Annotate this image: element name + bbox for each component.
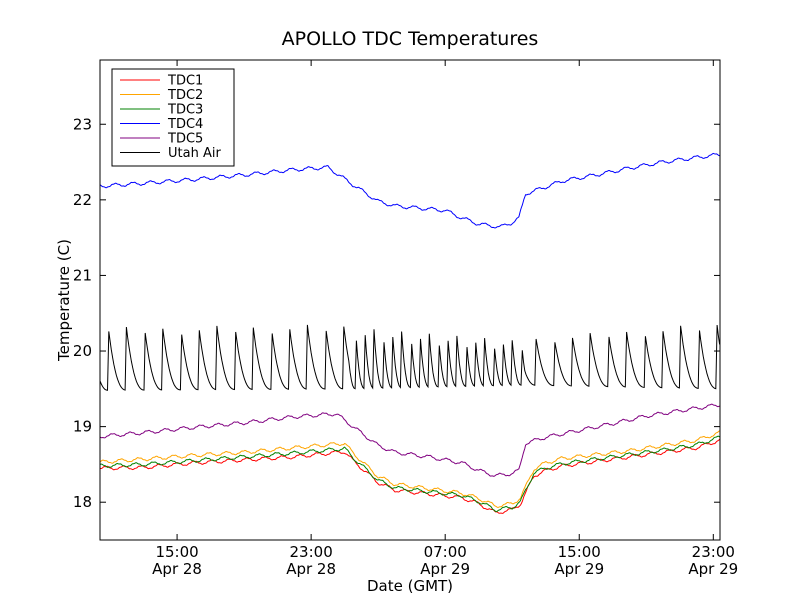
x-tick-label-time: 07:00	[424, 543, 467, 561]
series-line-tdc1	[99, 438, 721, 514]
legend-label: TDC3	[167, 103, 203, 118]
chart-title: APOLLO TDC Temperatures	[282, 28, 539, 50]
series-line-utah-air	[99, 324, 721, 391]
x-tick-label-time: 15:00	[558, 543, 601, 561]
x-tick-label-date: Apr 28	[152, 560, 202, 578]
series-layer	[99, 152, 721, 514]
series-line-tdc3	[99, 435, 721, 513]
legend-label: TDC2	[167, 88, 203, 103]
x-tick-label-date: Apr 29	[688, 560, 738, 578]
y-tick-label: 22	[73, 191, 92, 209]
legend-box	[111, 68, 235, 167]
y-tick-label: 18	[73, 493, 92, 511]
x-tick-label-date: Apr 28	[286, 560, 336, 578]
x-tick-label-time: 15:00	[155, 543, 198, 561]
series-line-tdc2	[99, 430, 721, 509]
legend-label: TDC5	[167, 132, 203, 147]
plot-frame	[99, 59, 721, 541]
x-axis-label: Date (GMT)	[367, 577, 453, 595]
y-tick-label: 23	[73, 115, 92, 133]
x-tick-label-time: 23:00	[692, 543, 735, 561]
x-tick-label-time: 23:00	[290, 543, 333, 561]
legend-label: Utah Air	[168, 146, 221, 161]
x-tick-label-date: Apr 29	[420, 560, 470, 578]
y-tick-label: 19	[73, 418, 92, 436]
y-tick-label: 20	[73, 342, 92, 360]
series-line-tdc4	[99, 152, 720, 229]
legend-label: TDC1	[167, 74, 203, 89]
series-line-tdc5	[99, 403, 721, 477]
x-tick-label-date: Apr 29	[554, 560, 604, 578]
y-axis-label: Temperature (C)	[55, 239, 73, 362]
y-tick-label: 21	[73, 266, 92, 284]
legend-label: TDC4	[167, 117, 203, 132]
